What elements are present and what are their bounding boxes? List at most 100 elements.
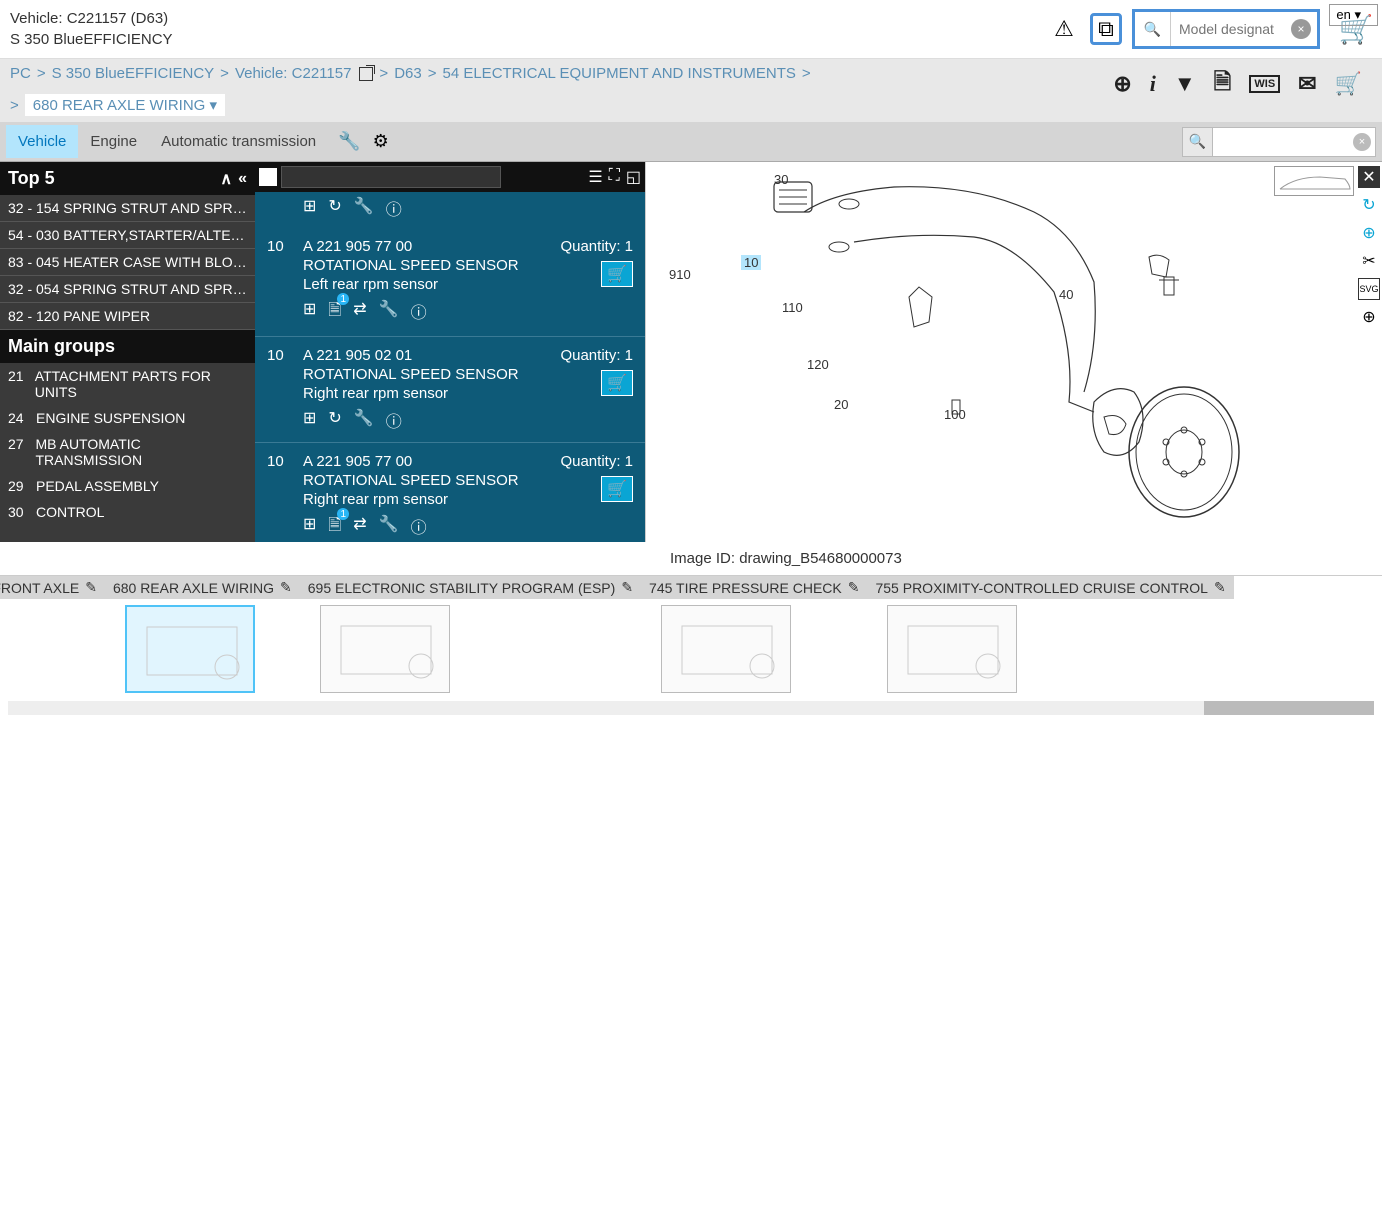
diagram-callout[interactable]: 40 <box>1059 287 1073 302</box>
grid-icon[interactable]: ⊞ <box>303 196 316 220</box>
popout-icon[interactable]: ◱ <box>626 167 641 187</box>
main-group-item[interactable]: 21ATTACHMENT PARTS FOR UNITS <box>0 363 255 405</box>
tab[interactable]: Engine <box>78 125 149 158</box>
add-to-cart-button[interactable]: 🛒 <box>601 370 633 396</box>
refresh-icon[interactable]: ↻ <box>1358 194 1380 216</box>
zoom-plus-icon[interactable]: ⊕ <box>1358 306 1380 328</box>
mail-icon[interactable]: ✉ <box>1298 71 1316 97</box>
diagram-callout[interactable]: 10 <box>741 255 761 270</box>
add-to-cart-button[interactable]: 🛒 <box>601 261 633 287</box>
main-group-item[interactable]: 27MB AUTOMATIC TRANSMISSION <box>0 431 255 473</box>
key-icon[interactable]: 🔧 <box>354 408 374 432</box>
tab-search-clear-icon[interactable]: × <box>1353 133 1371 151</box>
scrollbar-thumb[interactable] <box>1204 701 1374 715</box>
thumbnail-group[interactable]: 755 PROXIMITY-CONTROLLED CRUISE CONTROL✎ <box>867 576 1233 699</box>
top5-item[interactable]: 54 - 030 BATTERY,STARTER/ALTERNAT... <box>0 222 255 249</box>
parts-filter-input[interactable] <box>281 166 501 188</box>
document-badge-icon[interactable]: 🗎 <box>328 514 341 541</box>
tab-search-input[interactable] <box>1213 134 1353 149</box>
diagram-panel[interactable]: ✕ ↻ ⊕ ✂ SVG ⊕ 910 10 30 110 120 20 100 40 <box>645 162 1382 542</box>
edit-icon[interactable]: ✎ <box>280 579 292 596</box>
top5-item[interactable]: 83 - 045 HEATER CASE WITH BLOWER <box>0 249 255 276</box>
tool-icon-2[interactable]: ⚙ <box>373 131 389 152</box>
diagram-callout[interactable]: 20 <box>834 397 848 412</box>
tab-search-icon[interactable]: 🔍 <box>1183 128 1213 156</box>
thumbnail-group[interactable]: 680 REAR AXLE WIRING✎ <box>105 576 300 699</box>
grid-icon[interactable]: ⊞ <box>303 299 316 326</box>
tab[interactable]: Automatic transmission <box>149 125 328 158</box>
thumbnail-image[interactable] <box>320 605 450 693</box>
tool-icon-1[interactable]: 🔧 <box>338 131 360 152</box>
expand-icon[interactable]: ⛶ <box>609 167 620 187</box>
swap-icon[interactable]: ⇄ <box>353 514 366 541</box>
document-badge-icon[interactable]: 🗎 <box>328 299 341 326</box>
breadcrumb-item[interactable]: D63 <box>394 65 422 82</box>
cut-icon[interactable]: ✂ <box>1358 250 1380 272</box>
diagram-callout[interactable]: 110 <box>782 300 803 315</box>
document-icon[interactable]: 🗎 <box>1214 65 1232 103</box>
external-link-icon[interactable] <box>359 67 373 81</box>
close-diagram-icon[interactable]: ✕ <box>1358 166 1380 188</box>
svg-icon[interactable]: SVG <box>1358 278 1380 300</box>
diagram-callout[interactable]: 120 <box>807 357 829 372</box>
language-select[interactable]: en ▾ <box>1329 4 1378 26</box>
edit-icon[interactable]: ✎ <box>85 579 97 596</box>
collapse-left-icon[interactable]: « <box>238 170 247 188</box>
refresh-icon[interactable]: ↻ <box>328 408 341 432</box>
part-item[interactable]: 10 A 221 905 02 01 ROTATIONAL SPEED SENS… <box>255 337 645 443</box>
position-icon[interactable]: ⊕ <box>1358 222 1380 244</box>
diagram-callout[interactable]: 910 <box>669 267 691 282</box>
breadcrumb-item[interactable]: PC <box>10 65 31 82</box>
top5-item[interactable]: 32 - 154 SPRING STRUT AND SPRING ... <box>0 195 255 222</box>
thumbnail-strip[interactable]: NSOR FRONT AXLE✎680 REAR AXLE WIRING✎695… <box>0 575 1382 699</box>
add-to-cart-button[interactable]: 🛒 <box>601 476 633 502</box>
breadcrumb-item[interactable]: S 350 BlueEFFICIENCY <box>52 65 215 82</box>
edit-icon[interactable]: ✎ <box>1214 579 1226 596</box>
part-item[interactable]: 10 A 221 905 77 00 ROTATIONAL SPEED SENS… <box>255 443 645 542</box>
main-group-item[interactable]: 24ENGINE SUSPENSION <box>0 405 255 431</box>
breadcrumb-current[interactable]: 680 REAR AXLE WIRING ▾ <box>25 94 225 116</box>
diagram-callout[interactable]: 30 <box>774 172 788 187</box>
wis-icon[interactable]: WIS <box>1249 75 1280 93</box>
thumbnail-group[interactable]: 695 ELECTRONIC STABILITY PROGRAM (ESP)✎ <box>300 576 641 699</box>
thumbnail-image[interactable] <box>661 605 791 693</box>
info-icon[interactable]: ⓘ <box>411 514 427 541</box>
zoom-in-icon[interactable]: ⊕ <box>1113 71 1131 97</box>
search-icon[interactable]: 🔍 <box>1135 12 1171 46</box>
cart-toolbar-icon[interactable]: 🛒 <box>1335 71 1362 97</box>
warning-icon[interactable]: ⚠ <box>1048 13 1080 45</box>
diagram-callout[interactable]: 100 <box>944 407 966 422</box>
car-locator-thumb[interactable] <box>1274 166 1354 196</box>
refresh-icon[interactable]: ↻ <box>328 196 341 220</box>
swap-icon[interactable]: ⇄ <box>353 299 366 326</box>
thumbnail-image[interactable] <box>887 605 1017 693</box>
thumbnail-group[interactable]: 745 TIRE PRESSURE CHECK✎ <box>641 576 867 699</box>
grid-icon[interactable]: ⊞ <box>303 408 316 432</box>
horizontal-scrollbar[interactable] <box>8 701 1374 715</box>
parts-checkbox[interactable] <box>259 168 277 186</box>
parts-list[interactable]: ⊞ ↻ 🔧 ⓘ 10 A 221 905 77 00 ROTATIONAL SPEED… <box>255 192 645 542</box>
info-icon[interactable]: ⓘ <box>386 196 402 220</box>
grid-icon[interactable]: ⊞ <box>303 514 316 541</box>
list-view-icon[interactable]: ☰ <box>588 167 602 187</box>
thumbnail-image[interactable] <box>125 605 255 693</box>
main-group-item[interactable]: 30CONTROL <box>0 499 255 525</box>
key-icon[interactable]: 🔧 <box>354 196 374 220</box>
copy-icon[interactable]: ⧉ <box>1090 13 1122 45</box>
edit-icon[interactable]: ✎ <box>621 579 633 596</box>
info-icon[interactable]: i <box>1150 71 1156 97</box>
thumbnail-group[interactable]: NSOR FRONT AXLE✎ <box>0 576 105 699</box>
top5-item[interactable]: 82 - 120 PANE WIPER <box>0 303 255 330</box>
info-icon[interactable]: ⓘ <box>411 299 427 326</box>
key-icon[interactable]: 🔧 <box>379 514 399 541</box>
part-item[interactable]: 10 A 221 905 77 00 ROTATIONAL SPEED SENS… <box>255 228 645 337</box>
edit-icon[interactable]: ✎ <box>848 579 860 596</box>
collapse-up-icon[interactable]: ∧ <box>220 169 232 189</box>
top5-item[interactable]: 32 - 054 SPRING STRUT AND SPRING ... <box>0 276 255 303</box>
breadcrumb-item[interactable]: 54 ELECTRICAL EQUIPMENT AND INSTRUMENTS <box>442 65 795 82</box>
breadcrumb-item[interactable]: Vehicle: C221157 <box>235 65 351 82</box>
clear-search-icon[interactable]: × <box>1291 19 1311 39</box>
model-search-input[interactable] <box>1171 21 1291 37</box>
main-group-item[interactable]: 29PEDAL ASSEMBLY <box>0 473 255 499</box>
filter-icon[interactable]: ▼ <box>1174 71 1196 97</box>
